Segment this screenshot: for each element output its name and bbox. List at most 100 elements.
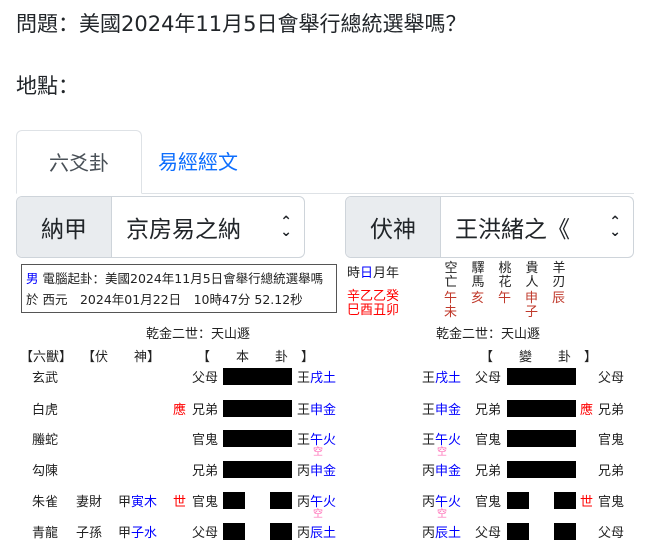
branch: 戌土 — [310, 371, 337, 386]
kong-marker: 空 — [313, 447, 323, 458]
relation: 官鬼 — [192, 495, 219, 510]
fushen-stem: 甲 — [118, 526, 132, 541]
bian-stem: 王 — [422, 433, 436, 448]
najia-value: 京房易之納 — [126, 217, 241, 243]
tab-yijing-text[interactable]: 易經經文 — [158, 150, 238, 174]
yang-line — [507, 400, 576, 417]
najia-select[interactable]: 京房易之納 ⌃ ⌄ — [112, 197, 304, 257]
najia-label: 納甲 — [17, 197, 112, 257]
yin-line — [507, 523, 529, 540]
bian-stem: 王 — [422, 403, 436, 418]
bian-relation: 兄弟 — [475, 403, 502, 418]
bian-branch: 午火 — [435, 433, 462, 448]
shensha-value: 辰 — [552, 291, 566, 306]
gender: 男 — [26, 271, 39, 286]
yang-line — [507, 430, 576, 447]
fushen-branch: 子水 — [131, 526, 158, 541]
shensha-3: 貴人 — [525, 262, 539, 290]
info-line1: 電腦起卦：美國2024年11月5日會舉行總統選舉嗎 — [42, 271, 324, 286]
yin-line — [223, 523, 245, 540]
divination-info-box: 男 電腦起卦：美國2024年11月5日會舉行總統選舉嗎 於 西元 2024年01… — [21, 264, 337, 313]
pillar-branches: 巳酉丑卯 — [347, 303, 400, 318]
bian-kong-marker: 空 — [437, 509, 447, 520]
bian-relation-right: 兄弟 — [598, 464, 625, 479]
bian-relation: 官鬼 — [475, 495, 502, 510]
fushen-select[interactable]: 王洪緒之《 ⌃ ⌄ — [441, 197, 633, 257]
bian-branch: 戌土 — [435, 371, 462, 386]
branch: 午火 — [310, 495, 337, 510]
stem: 丙 — [297, 526, 311, 541]
relation: 父母 — [192, 526, 219, 541]
bian-relation: 父母 — [475, 371, 502, 386]
yang-line — [223, 430, 292, 447]
yin-line — [554, 523, 576, 540]
shensha-value: 子 — [525, 305, 539, 320]
label-day: 日 — [360, 266, 374, 281]
bian-relation-right: 官鬼 — [598, 495, 625, 510]
bian-stem: 丙 — [422, 464, 436, 479]
bian-relation-right: 父母 — [598, 371, 625, 386]
yang-line — [507, 368, 576, 385]
chevron-updown-icon: ⌃ ⌄ — [609, 214, 621, 240]
bian-branch: 申金 — [435, 464, 462, 479]
header-fushen: 【伏 神】 — [82, 350, 161, 365]
shensha-name: 羊刃 — [552, 261, 566, 290]
bian-stem: 丙 — [422, 526, 436, 541]
stem: 王 — [297, 371, 311, 386]
shensha-0: 空亡 — [444, 262, 458, 290]
tab-bar: 六爻卦 易經經文 — [16, 130, 634, 194]
bian-shi-ying-marker: 世 — [580, 495, 594, 510]
branch: 辰土 — [310, 526, 337, 541]
yin-line — [223, 492, 245, 509]
stem: 丙 — [297, 495, 311, 510]
bian-relation: 父母 — [475, 526, 502, 541]
bian-stem: 丙 — [422, 495, 436, 510]
beast-name: 青龍 — [32, 526, 59, 541]
bian-shi-ying-marker: 應 — [580, 403, 594, 418]
tab-liuyao[interactable]: 六爻卦 — [16, 130, 142, 194]
gua-name-left: 乾金二世：天山遯 — [146, 327, 251, 342]
chevron-updown-icon: ⌃ ⌄ — [280, 214, 292, 240]
header-biangua: 【 變 卦 】 — [480, 350, 598, 365]
branch: 申金 — [310, 464, 337, 479]
fushen-branch: 寅木 — [131, 495, 158, 510]
pillar-stems: 辛乙乙癸 — [347, 289, 400, 304]
yin-line — [554, 492, 576, 509]
header-beast: 【六獸】 — [20, 350, 73, 365]
fushen-relation: 妻財 — [76, 495, 103, 510]
shensha-name: 貴人 — [525, 261, 539, 290]
gua-name-right: 乾金二世：天山遯 — [436, 327, 541, 342]
stem: 王 — [297, 433, 311, 448]
question-text: 問題：美國2024年11月5日會舉行總統選舉嗎？ — [16, 12, 467, 36]
shensha-name: 空亡 — [444, 261, 458, 290]
beast-name: 螣蛇 — [32, 433, 59, 448]
label-hour: 時 — [347, 266, 361, 281]
yin-line — [270, 523, 292, 540]
kong-marker: 空 — [313, 509, 323, 520]
bian-stem: 王 — [422, 371, 436, 386]
yang-line — [223, 461, 292, 478]
shi-ying-marker: 應 — [173, 403, 187, 418]
shensha-value: 未 — [444, 305, 458, 320]
stem: 王 — [297, 403, 311, 418]
beast-name: 勾陳 — [32, 464, 59, 479]
shensha-name: 桃花 — [498, 261, 512, 290]
relation: 官鬼 — [192, 433, 219, 448]
shi-ying-marker: 世 — [173, 495, 187, 510]
pillar-values: 辛乙乙癸 巳酉丑卯 — [347, 290, 399, 318]
yang-line — [223, 400, 292, 417]
fushen-value: 王洪緒之《 — [455, 217, 570, 243]
bian-relation-right: 官鬼 — [598, 433, 625, 448]
label-year: 年 — [386, 266, 400, 281]
info-line2: 於 西元 2024年01月22日 10時47分 52.12秒 — [26, 292, 303, 307]
branch: 午火 — [310, 433, 337, 448]
yin-line — [270, 492, 292, 509]
shensha-2: 桃花 — [498, 262, 512, 290]
pillar-labels: 時日月年 — [347, 262, 399, 281]
bian-kong-marker: 空 — [437, 447, 447, 458]
shensha-value: 亥 — [471, 291, 485, 306]
location-label: 地點： — [16, 74, 79, 98]
bian-relation-right: 兄弟 — [598, 403, 625, 418]
bian-relation: 兄弟 — [475, 464, 502, 479]
fushen-label: 伏神 — [346, 197, 441, 257]
